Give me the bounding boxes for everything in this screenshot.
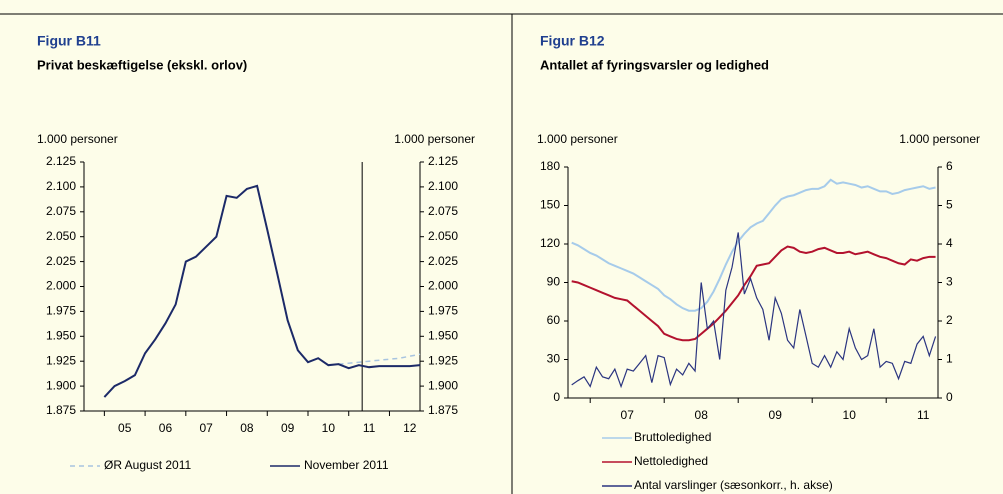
y-axis-label: 1.000 personer	[37, 132, 118, 146]
y-tick-label: 90	[547, 275, 561, 289]
chart-title: Figur B12	[540, 33, 605, 49]
legend-label: November 2011	[304, 458, 389, 472]
x-tick-label: 11	[363, 421, 376, 435]
y-tick-label: 120	[540, 236, 560, 250]
y2-axis-label: 1.000 personer	[394, 132, 475, 146]
series-line	[338, 353, 421, 365]
y-tick-label: 1.900	[46, 378, 76, 392]
x-tick-label: 05	[118, 421, 132, 435]
y-tick-label: 30	[547, 352, 561, 366]
y-tick-label: 2.100	[46, 179, 76, 193]
legend-label: Nettoledighed	[634, 454, 708, 468]
y-tick-label: 2.125	[46, 154, 76, 168]
series-line	[103, 184, 421, 398]
x-tick-label: 11	[917, 408, 930, 422]
legend-label: Bruttoledighed	[634, 430, 711, 444]
y2-tick-label: 1.925	[428, 353, 458, 367]
y2-tick-label: 1	[946, 352, 953, 366]
y-tick-label: 150	[540, 198, 560, 212]
x-tick-label: 08	[695, 408, 709, 422]
chart-title: Figur B11	[37, 33, 101, 49]
x-tick-label: 07	[200, 421, 214, 435]
x-tick-label: 07	[621, 408, 635, 422]
y-tick-label: 2.050	[46, 229, 76, 243]
y2-tick-label: 2.075	[428, 204, 458, 218]
y2-tick-label: 2.100	[428, 179, 458, 193]
y-tick-label: 1.925	[46, 353, 76, 367]
y2-tick-label: 0	[946, 390, 953, 404]
y2-tick-label: 1.900	[428, 378, 458, 392]
y2-tick-label: 3	[946, 275, 953, 289]
x-tick-label: 10	[843, 408, 857, 422]
series-line	[571, 178, 936, 312]
x-tick-label: 08	[240, 421, 254, 435]
y-tick-label: 60	[547, 313, 561, 327]
x-tick-label: 09	[769, 408, 783, 422]
y2-tick-label: 1.975	[428, 304, 458, 318]
legend-label: ØR August 2011	[104, 458, 191, 472]
y2-tick-label: 2	[946, 313, 953, 327]
y2-tick-label: 2.025	[428, 254, 458, 268]
y2-tick-label: 2.125	[428, 154, 458, 168]
y2-tick-label: 5	[946, 198, 953, 212]
y2-axis-label: 1.000 personer	[899, 132, 980, 146]
y2-tick-label: 1.950	[428, 328, 458, 342]
y2-tick-label: 1.875	[428, 403, 458, 417]
chart-subtitle: Privat beskæftigelse (ekskl. orlov)	[37, 57, 247, 72]
y-tick-label: 180	[540, 159, 560, 173]
y-axis-label: 1.000 personer	[537, 132, 618, 146]
y2-tick-label: 6	[946, 159, 953, 173]
y2-tick-label: 2.050	[428, 229, 458, 243]
y-tick-label: 2.000	[46, 279, 76, 293]
y-tick-label: 1.950	[46, 328, 76, 342]
x-tick-label: 10	[322, 421, 336, 435]
y-tick-label: 1.875	[46, 403, 76, 417]
x-tick-label: 12	[403, 421, 417, 435]
x-tick-label: 09	[281, 421, 295, 435]
legend-label: Antal varslinger (sæsonkorr., h. akse)	[634, 478, 833, 492]
y-tick-label: 2.025	[46, 254, 76, 268]
y2-tick-label: 4	[946, 236, 953, 250]
y-tick-label: 2.075	[46, 204, 76, 218]
series-line	[571, 245, 936, 342]
y-tick-label: 0	[553, 390, 560, 404]
x-tick-label: 06	[159, 421, 173, 435]
chart-subtitle: Antallet af fyringsvarsler og ledighed	[540, 57, 769, 72]
y2-tick-label: 2.000	[428, 279, 458, 293]
y-tick-label: 1.975	[46, 304, 76, 318]
series-line	[571, 232, 937, 389]
